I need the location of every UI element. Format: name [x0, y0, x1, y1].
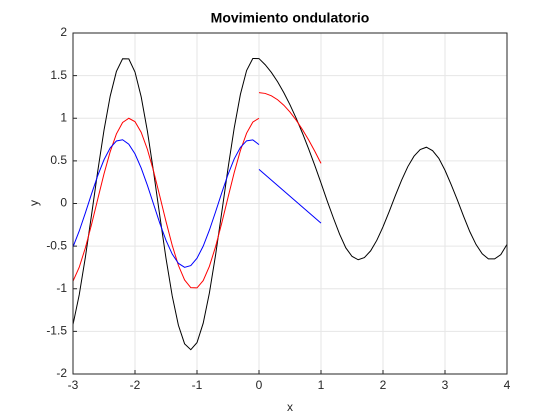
chart-title: Movimiento ondulatorio — [211, 10, 370, 26]
axes-box — [72, 32, 508, 375]
y-tick-label: 1.5 — [50, 68, 67, 82]
x-tick-label: 0 — [256, 378, 263, 392]
series-line — [72, 117, 260, 289]
x-tick-label: -2 — [130, 378, 141, 392]
x-tick-label: -1 — [192, 378, 203, 392]
series-line — [72, 139, 260, 268]
y-tick-label: 0.5 — [50, 153, 67, 167]
x-tick-label: 2 — [380, 378, 387, 392]
series-line — [258, 92, 322, 164]
series-line — [72, 57, 508, 351]
y-tick-label: 0 — [60, 196, 67, 210]
y-tick-label: -0.5 — [46, 238, 67, 252]
y-tick-label: 2 — [60, 25, 67, 39]
x-tick-label: 4 — [504, 378, 511, 392]
y-axis-label: y — [27, 200, 41, 206]
series-line — [258, 169, 322, 224]
x-axis-label: x — [287, 400, 293, 414]
y-tick-label: -1.5 — [46, 324, 67, 338]
x-tick-label: 1 — [318, 378, 325, 392]
y-tick-label: -2 — [56, 366, 67, 380]
y-tick-label: -1 — [56, 281, 67, 295]
x-tick-label: -3 — [68, 378, 79, 392]
x-tick-label: 3 — [442, 378, 449, 392]
y-tick-label: 1 — [60, 110, 67, 124]
